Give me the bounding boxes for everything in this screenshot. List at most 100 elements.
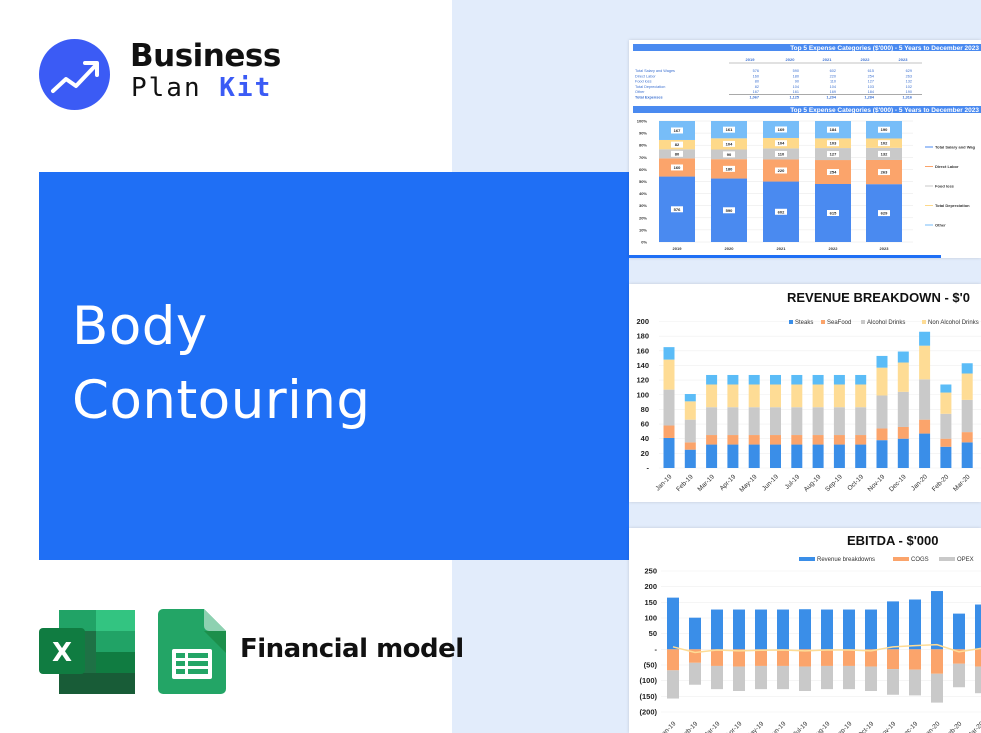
bar-cogs: [667, 649, 679, 671]
data-label: 104: [726, 141, 733, 146]
table-row-label: Total Depreciation: [635, 85, 665, 89]
x-tick-label: 2022: [829, 246, 839, 251]
bar-segment: [940, 438, 952, 447]
bar-cogs: [975, 649, 981, 667]
x-tick-label: Jun-19: [768, 720, 787, 733]
data-label-box: [827, 151, 839, 158]
bar-opex: [733, 666, 745, 692]
bar-revenue: [711, 609, 723, 650]
legend-label: Direct Labor: [935, 164, 959, 169]
x-tick-label: Dec-19: [888, 473, 908, 493]
data-label: 180: [726, 166, 733, 171]
hero-banner: [39, 172, 629, 560]
table-cell: 104: [830, 85, 836, 89]
bar-segment: [770, 435, 781, 445]
table-cell: 629: [906, 69, 912, 73]
bar-segment: [876, 395, 888, 429]
bar-cogs: [821, 649, 833, 666]
table-cell: 615: [868, 69, 874, 73]
bar-segment: [833, 444, 845, 468]
table-cell: 110: [830, 80, 836, 84]
bar-segment: [663, 359, 675, 390]
bar-cogs: [953, 649, 965, 664]
data-label-box: [827, 169, 839, 176]
data-label-box: [827, 209, 839, 216]
brand-subname: Plan Kit: [131, 73, 272, 103]
data-label: 161: [726, 127, 733, 132]
bar-segment: [684, 449, 696, 468]
data-label: 80: [675, 151, 680, 156]
bar-revenue: [975, 604, 981, 650]
data-label: 184: [830, 127, 837, 132]
bar-segment: [706, 384, 718, 408]
bar-segment: [748, 435, 760, 445]
data-label: 590: [726, 208, 733, 213]
bar-segment: [940, 413, 952, 439]
bar-segment: [684, 419, 696, 443]
y-tick-label: 80%: [639, 143, 647, 148]
bar-segment: [897, 362, 909, 392]
bar-segment: [684, 442, 696, 450]
legend-marker: [861, 320, 865, 324]
bar-segment: [791, 435, 803, 445]
x-tick-label: 2019: [673, 246, 683, 251]
bar-opex: [821, 665, 833, 690]
page-title: Body Contouring: [72, 290, 371, 438]
bar-segment: [684, 401, 696, 420]
bar-segment: [812, 384, 824, 408]
y-tick-label: -: [647, 464, 650, 473]
bar-opex: [689, 662, 701, 685]
table-cell: 1,284: [864, 96, 874, 100]
y-tick-label: 0%: [641, 240, 647, 245]
bar-segment: [855, 407, 867, 436]
x-tick-label: Aug-19: [812, 720, 832, 733]
financial-model-label: Financial model: [240, 634, 464, 664]
data-label: 220: [778, 168, 785, 173]
bar-segment: [919, 419, 931, 434]
bar-segment: [961, 442, 973, 468]
data-label-box: [671, 127, 683, 134]
table-cell: 102: [906, 85, 912, 89]
table-column-header: 2022: [861, 57, 871, 62]
legend-label: Total Salary and Wag: [935, 145, 976, 150]
bar-cogs: [777, 649, 789, 666]
legend-label: Revenue breakdowns: [817, 557, 875, 563]
bar-segment: [770, 444, 781, 468]
bar-segment: [791, 444, 803, 468]
table-cell: 169: [830, 90, 836, 94]
x-tick-label: Oct-19: [857, 720, 876, 733]
legend-marker: [799, 557, 815, 561]
bar-cogs: [887, 649, 899, 670]
bar-segment: [727, 384, 739, 408]
table-column-header: 2019: [746, 57, 756, 62]
bar-segment: [855, 384, 867, 408]
data-label-box: [671, 206, 683, 213]
y-tick-label: (150): [639, 692, 657, 701]
y-tick-label: 30%: [639, 203, 647, 208]
y-tick-label: 200: [636, 317, 649, 326]
bar-segment: [961, 432, 973, 443]
data-label: 190: [881, 127, 888, 132]
data-label-box: [723, 207, 735, 214]
table-cell: 132: [906, 80, 912, 84]
bar-segment: [876, 428, 888, 441]
bar-opex: [755, 665, 767, 690]
x-tick-label: Sep-19: [824, 473, 844, 493]
table-column-header: 2023: [899, 57, 909, 62]
bar-segment: [833, 384, 845, 408]
x-tick-label: Feb-19: [675, 473, 695, 493]
legend-marker: [893, 557, 909, 561]
table-column-header: 2021: [823, 57, 833, 62]
ebitda-chart: EBITDA - $'000 Revenue breakdowns COGS OPEX…: [639, 533, 981, 733]
data-label: 127: [830, 152, 837, 157]
data-label-box: [827, 140, 839, 147]
table-cell: 1,125: [789, 96, 799, 100]
table-cell: 1,316: [902, 96, 912, 100]
table-cell: 80: [755, 80, 759, 84]
legend-label: Alcohol Drinks: [867, 320, 905, 326]
brand-plan: Plan: [131, 73, 202, 103]
data-label-box: [723, 165, 735, 172]
bar-segment: [833, 407, 845, 436]
bar-revenue: [931, 591, 943, 650]
bar-segment: [961, 363, 973, 374]
